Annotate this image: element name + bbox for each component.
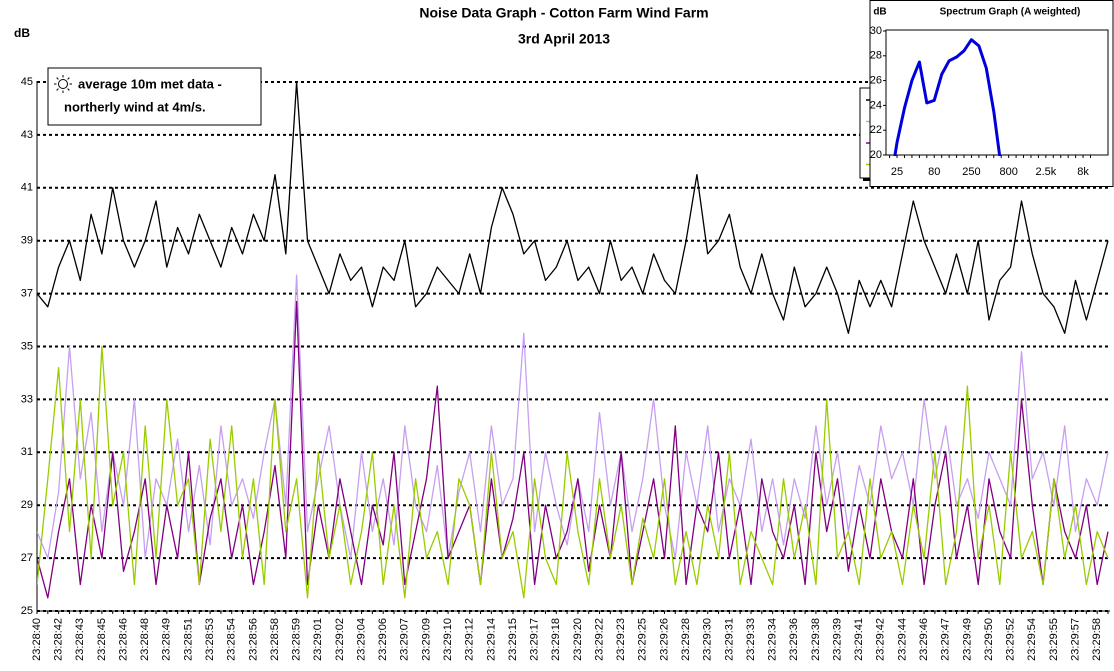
y-tick-label: 35 xyxy=(21,340,33,352)
y-tick-label: 24 xyxy=(870,99,882,111)
x-tick-label: 23:29:17 xyxy=(529,618,541,661)
plot-frame xyxy=(885,29,1109,156)
y-tick-label: 43 xyxy=(21,129,33,141)
x-tick-label: 23:28:42 xyxy=(53,618,65,661)
x-tick-label: 23:29:52 xyxy=(1005,618,1017,661)
x-tick-label: 23:29:01 xyxy=(312,618,324,661)
x-tick-label: 23:29:34 xyxy=(767,618,779,661)
x-tick-label: 23:28:51 xyxy=(182,618,194,661)
x-tick-label: 80 xyxy=(928,166,940,178)
x-tick-label: 23:29:33 xyxy=(745,618,757,661)
x-tick-label: 2.5k xyxy=(1035,166,1056,178)
x-tick-label: 23:29:20 xyxy=(572,618,584,661)
x-tick-label: 23:28:58 xyxy=(269,618,281,661)
x-tick-label: 23:29:18 xyxy=(550,618,562,661)
y-tick-label: 37 xyxy=(21,288,33,300)
series-line xyxy=(37,345,1109,599)
x-tick-label: 250 xyxy=(962,166,980,178)
x-tick-label: 23:29:12 xyxy=(464,618,476,661)
x-tick-label: 23:28:46 xyxy=(117,618,129,661)
x-tick-label: 23:29:09 xyxy=(420,618,432,661)
x-tick-label: 23:29:38 xyxy=(810,618,822,661)
y-tick-label: 22 xyxy=(870,124,882,136)
x-tick-label: 23:29:22 xyxy=(593,618,605,661)
sun-icon xyxy=(54,75,72,93)
x-tick-label: 23:29:44 xyxy=(896,618,908,661)
y-tick-label: 41 xyxy=(21,182,33,194)
y-tick-label: 39 xyxy=(21,235,33,247)
y-tick-label: 27 xyxy=(21,552,33,564)
x-tick-label: 23:29:28 xyxy=(680,618,692,661)
y-tick-label: 45 xyxy=(21,76,33,88)
y-tick-label: 29 xyxy=(21,499,33,511)
y-tick-label: 31 xyxy=(21,446,33,458)
x-tick-label: 23:29:14 xyxy=(485,618,497,661)
x-tick-label: 23:29:30 xyxy=(702,618,714,661)
x-tick-label: 23:28:40 xyxy=(31,618,43,661)
chart-subtitle: 3rd April 2013 xyxy=(518,31,610,47)
x-tick-label: 23:29:31 xyxy=(723,618,735,661)
x-tick-label: 23:28:59 xyxy=(291,618,303,661)
x-tick-label: 25 xyxy=(891,166,903,178)
x-tick-label: 8k xyxy=(1077,166,1089,178)
x-tick-label: 23:29:54 xyxy=(1026,618,1038,661)
annotation: average 10m met data - northerly wind at… xyxy=(47,67,262,126)
x-tick-label: 23:28:45 xyxy=(96,618,108,661)
y-tick-label: 33 xyxy=(21,393,33,405)
x-tick-label: 23:29:50 xyxy=(983,618,995,661)
x-tick-label: 23:29:47 xyxy=(940,618,952,661)
y-tick-label: 25 xyxy=(21,605,33,617)
chart-title: Noise Data Graph - Cotton Farm Wind Farm xyxy=(419,5,708,21)
x-tick-label: 23:28:49 xyxy=(161,618,173,661)
spectrum-inset: 20 22 24 26 28 30 25 80 250 800 2.5k 8k xyxy=(869,0,1114,187)
x-tick-label: 800 xyxy=(999,166,1017,178)
inset-y-label: dB xyxy=(873,7,886,18)
x-tick-label: 23:29:46 xyxy=(918,618,930,661)
x-tick-label: 23:28:53 xyxy=(204,618,216,661)
x-tick-label: 23:28:56 xyxy=(247,618,259,661)
x-tick-label: 23:28:43 xyxy=(74,618,86,661)
series-line xyxy=(893,38,1002,156)
x-tick-label: 23:29:26 xyxy=(658,618,670,661)
y-tick-label: 20 xyxy=(870,149,882,161)
x-tick-label: 23:29:06 xyxy=(377,618,389,661)
y-tick-label: 26 xyxy=(870,75,882,87)
series-line xyxy=(37,300,1109,599)
x-tick-label: 23:29:23 xyxy=(615,618,627,661)
x-tick-label: 23:29:57 xyxy=(1069,618,1081,661)
x-tick-label: 23:29:36 xyxy=(788,618,800,661)
x-tick-label: 23:28:54 xyxy=(226,618,238,661)
x-tick-label: 23:29:07 xyxy=(399,618,411,661)
x-tick-label: 23:29:55 xyxy=(1048,618,1060,661)
y-tick-label: 30 xyxy=(870,25,882,37)
x-tick-label: 23:29:41 xyxy=(853,618,865,661)
x-tick-label: 23:29:58 xyxy=(1091,618,1103,661)
annotation-text: average 10m met data - xyxy=(78,76,222,91)
x-tick-label: 23:29:02 xyxy=(334,618,346,661)
x-tick-label: 23:29:42 xyxy=(875,618,887,661)
y-axis-label: dB xyxy=(14,26,30,40)
x-tick-label: 23:29:04 xyxy=(355,618,367,661)
x-tick-label: 23:29:49 xyxy=(961,618,973,661)
inset-title: Spectrum Graph (A weighted) xyxy=(940,7,1081,18)
annotation-box xyxy=(47,67,262,126)
y-tick-label: 28 xyxy=(870,50,882,62)
annotation-text: northerly wind at 4m/s. xyxy=(64,99,206,114)
x-tick-label: 23:28:48 xyxy=(139,618,151,661)
x-tick-label: 23:29:15 xyxy=(507,618,519,661)
x-tick-label: 23:29:39 xyxy=(831,618,843,661)
series-line xyxy=(37,81,1109,334)
x-tick-label: 23:29:10 xyxy=(442,618,454,661)
x-tick-label: 23:29:25 xyxy=(637,618,649,661)
